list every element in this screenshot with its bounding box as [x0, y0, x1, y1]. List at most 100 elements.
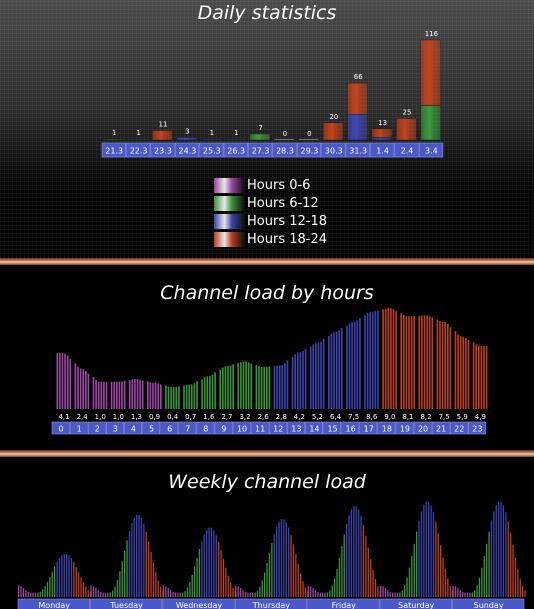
hour-bar-line-5 — [149, 382, 152, 409]
week-bar-line-7 — [517, 568, 519, 597]
daily-value-label: 0 — [307, 130, 311, 138]
daily-date-box — [126, 142, 151, 158]
week-bar-line-1 — [51, 571, 53, 597]
week-bar-line-7 — [524, 590, 526, 597]
hour-bar-line-18 — [382, 309, 384, 409]
daily-bar-3.4-4 — [420, 39, 441, 106]
week-bar-line-1 — [27, 591, 29, 597]
hour-bar-line-7 — [196, 381, 198, 409]
week-bar-line-6 — [418, 520, 420, 597]
week-bar-line-3 — [232, 587, 234, 597]
week-bar-line-3 — [179, 592, 181, 597]
hour-bar-line-20 — [426, 315, 428, 409]
hour-bar-line-10 — [247, 362, 250, 409]
week-bar-line-3 — [208, 527, 210, 597]
week-bar-line-4 — [271, 543, 273, 597]
hour-bar-line-16 — [353, 321, 356, 409]
daily-bar-2.4-4 — [396, 118, 417, 141]
week-bar-line-3 — [206, 529, 208, 597]
week-bar-line-6 — [413, 543, 415, 597]
week-bar-line-6 — [389, 591, 391, 597]
week-bar-line-2 — [140, 517, 143, 597]
week-bar-line-5 — [314, 590, 317, 597]
hour-value-label: 2,8 — [276, 413, 287, 421]
hour-label: 6 — [167, 425, 172, 434]
week-bar-line-7 — [481, 567, 483, 597]
legend-item-3: Hours 12-18 — [214, 212, 327, 230]
week-bar-line-6 — [396, 592, 399, 597]
hour-bar-line-6 — [165, 385, 167, 409]
hour-value-label: 6,4 — [330, 413, 342, 421]
week-bar-line-3 — [177, 592, 179, 597]
hour-bar-line-11 — [260, 366, 263, 409]
week-bar-line-4 — [266, 563, 268, 597]
hour-bar-line-18 — [387, 308, 390, 409]
week-bar-line-7 — [498, 501, 500, 597]
hour-box — [359, 421, 378, 435]
hour-bar-line-10 — [237, 363, 240, 409]
week-bar-line-5 — [336, 568, 338, 597]
hour-label: 19 — [400, 425, 410, 434]
week-bar-line-3 — [230, 582, 232, 597]
hour-bar-line-0 — [59, 353, 61, 409]
hour-label: 23 — [472, 425, 482, 434]
week-bar-line-5 — [353, 505, 355, 597]
hour-label: 7 — [185, 425, 190, 434]
daily-value-label: 3 — [185, 127, 189, 135]
daily-date-label: 23.3 — [154, 147, 172, 156]
hour-bar-line-0 — [69, 358, 72, 409]
hour-bar-line-8 — [214, 372, 216, 409]
daily-value-label: 1 — [234, 129, 238, 137]
hour-bar-line-4 — [139, 379, 141, 409]
week-bar-line-5 — [358, 509, 360, 597]
week-bar-line-5 — [334, 578, 336, 597]
hour-bar-line-19 — [403, 315, 405, 409]
hour-label: 2 — [95, 425, 100, 434]
week-bar-line-1 — [46, 581, 49, 597]
hour-box — [305, 421, 323, 435]
week-bar-line-4 — [292, 544, 295, 597]
week-bar-line-4 — [288, 527, 290, 597]
hour-bar-line-1 — [74, 363, 77, 409]
hour-bar-line-13 — [302, 350, 304, 409]
hour-box — [69, 421, 88, 435]
hour-bar-line-17 — [377, 310, 379, 409]
hour-bar-line-9 — [222, 367, 224, 409]
week-bar-line-7 — [493, 511, 495, 597]
hour-bar-line-6 — [175, 386, 178, 409]
hour-bar-line-12 — [276, 365, 278, 409]
week-bar-line-2 — [124, 550, 126, 597]
hour-bar-line-16 — [356, 320, 359, 409]
daily-date-box — [223, 142, 248, 158]
week-bar-line-2 — [126, 540, 128, 597]
daily-bar-25.3-3 — [200, 138, 222, 141]
daily-date-box — [345, 142, 370, 158]
hour-bar-line-18 — [392, 309, 395, 409]
week-bar-line-5 — [322, 592, 324, 597]
daily-bar-31.3-4 — [347, 82, 368, 115]
daily-bar-30.3-4 — [322, 122, 344, 141]
week-bar-line-7 — [507, 521, 509, 597]
hour-bar-line-2 — [92, 376, 95, 409]
week-bar-line-2 — [104, 592, 107, 597]
hour-label: 11 — [255, 425, 265, 434]
week-bar-line-6 — [411, 556, 413, 597]
week-bar-line-7 — [483, 556, 485, 597]
hour-label: 1 — [77, 425, 82, 434]
week-bar-line-1 — [58, 557, 61, 597]
weekly-load-panel: Weekly channel load Monday Tuesday Wednesd… — [0, 457, 534, 609]
week-bar-line-2 — [102, 592, 104, 597]
week-bar-line-6 — [449, 585, 451, 597]
hour-bar-line-2 — [97, 381, 100, 409]
week-bar-line-2 — [114, 586, 116, 597]
daily-bar-29.3-empty — [298, 139, 319, 140]
day-label: Monday — [38, 601, 70, 609]
hour-bar-line-2 — [103, 381, 105, 409]
daily-date-label: 25.3 — [203, 147, 221, 156]
hour-bar-line-18 — [390, 308, 392, 409]
hour-value-label: 8,1 — [402, 413, 413, 421]
week-bar-line-2 — [152, 562, 155, 597]
daily-date-box — [199, 142, 224, 158]
week-bar-line-3 — [189, 581, 191, 597]
hour-label: 22 — [454, 425, 464, 434]
